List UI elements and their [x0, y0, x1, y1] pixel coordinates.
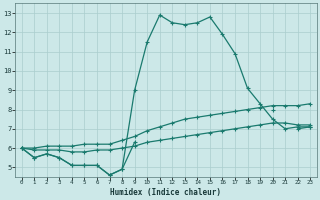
X-axis label: Humidex (Indice chaleur): Humidex (Indice chaleur): [110, 188, 221, 197]
